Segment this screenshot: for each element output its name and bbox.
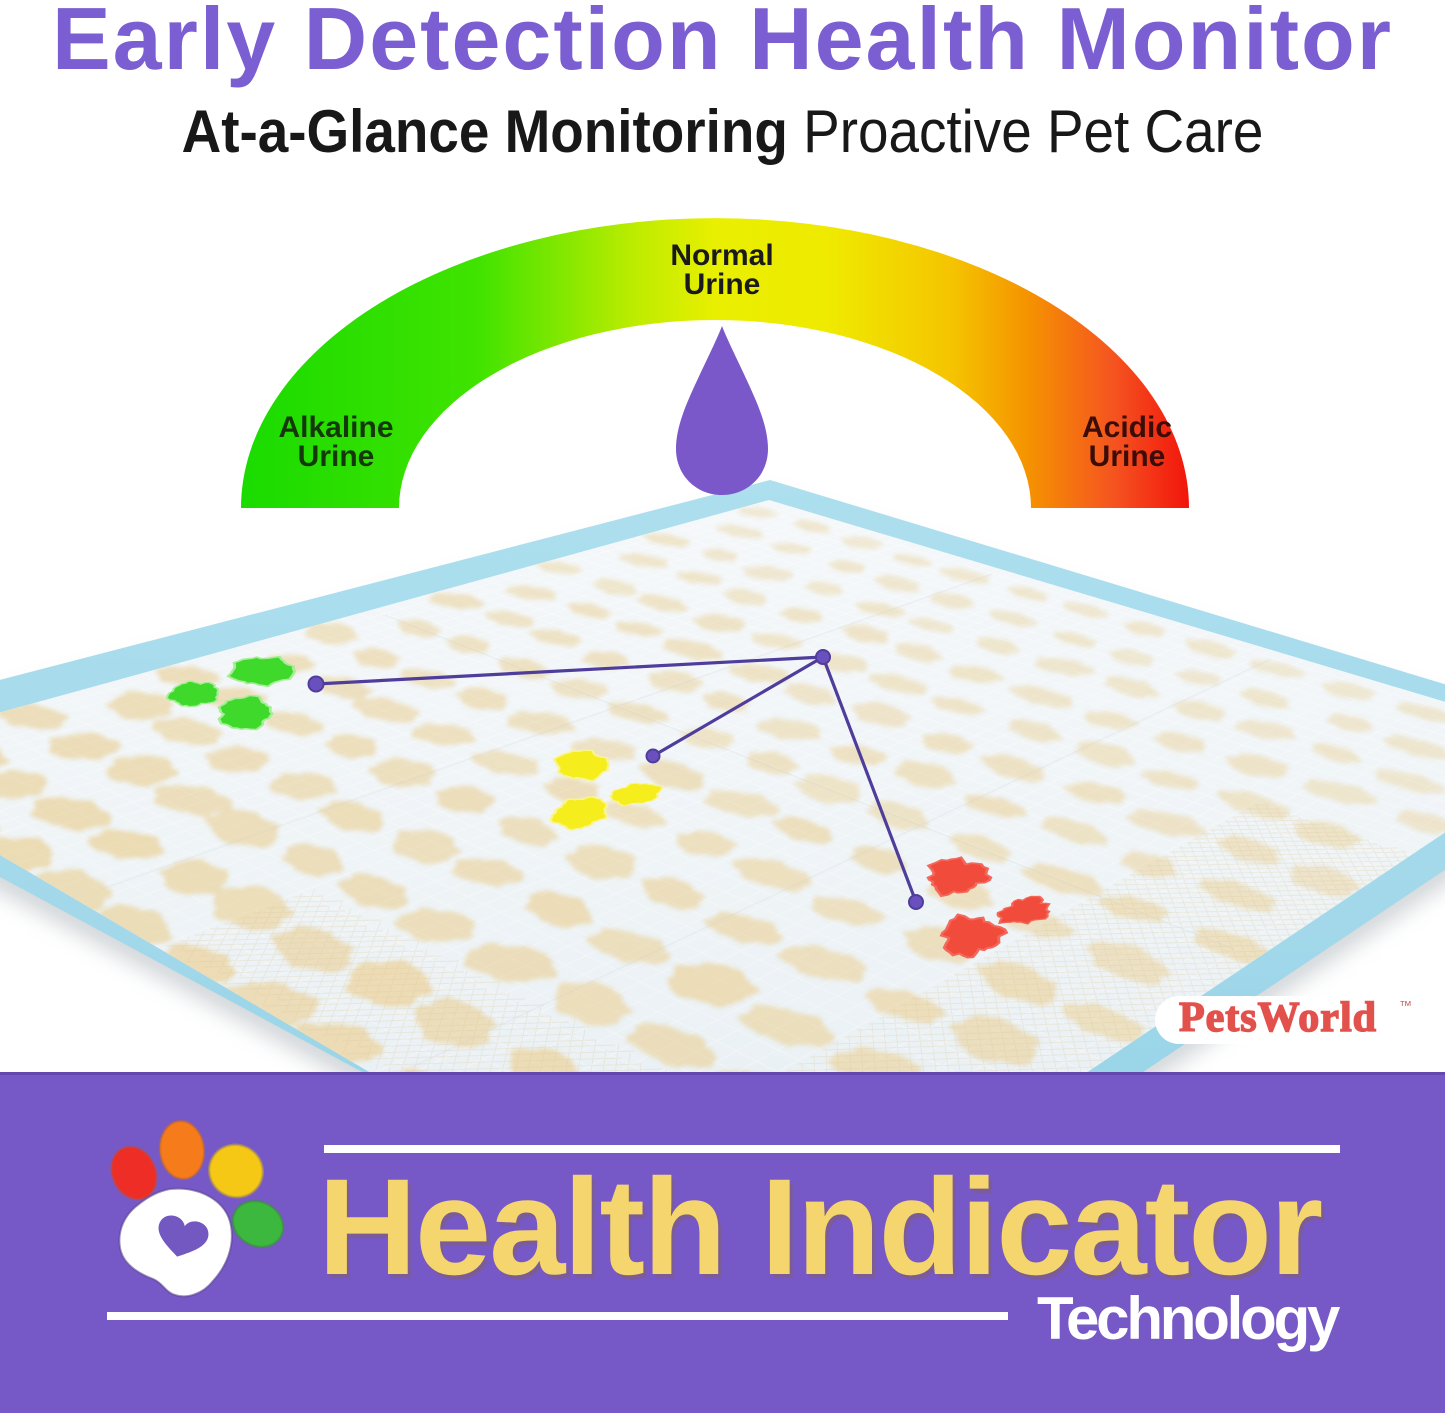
svg-text:™: ™ [1399, 998, 1412, 1013]
svg-text:PetsWorld: PetsWorld [1179, 995, 1377, 1041]
